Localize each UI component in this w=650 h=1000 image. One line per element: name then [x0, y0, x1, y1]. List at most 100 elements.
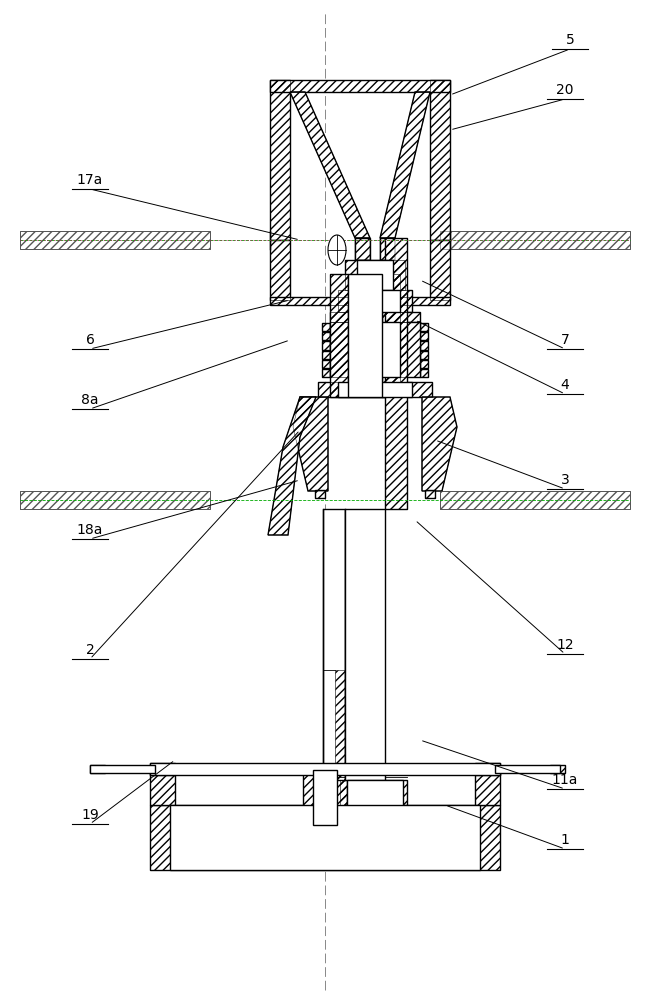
Bar — [20, 231, 210, 249]
Bar — [90, 765, 105, 773]
Polygon shape — [293, 397, 328, 491]
Bar — [322, 369, 330, 377]
Bar — [322, 332, 330, 340]
Bar — [322, 341, 330, 350]
Bar — [338, 382, 412, 397]
Bar — [340, 780, 407, 810]
Bar — [270, 240, 290, 300]
Text: 11a: 11a — [552, 773, 578, 787]
Bar — [550, 765, 565, 773]
Bar — [322, 323, 330, 331]
Bar — [90, 765, 105, 773]
Bar — [150, 765, 175, 805]
Bar — [270, 80, 290, 240]
Bar — [322, 360, 330, 368]
Bar — [420, 369, 428, 377]
Text: 18a: 18a — [77, 523, 103, 537]
Bar — [335, 670, 345, 780]
Bar — [382, 274, 400, 397]
Text: 7: 7 — [560, 333, 569, 347]
Bar — [420, 341, 428, 350]
Bar — [357, 260, 393, 290]
Bar — [430, 80, 450, 240]
Bar — [440, 491, 630, 509]
Bar — [345, 260, 405, 290]
Bar — [385, 238, 407, 509]
Bar — [350, 290, 400, 312]
Bar — [440, 491, 630, 509]
Text: 8a: 8a — [81, 393, 99, 407]
Bar — [323, 509, 345, 780]
Bar — [382, 274, 400, 397]
Text: 3: 3 — [560, 473, 569, 487]
Bar — [150, 805, 500, 870]
Bar — [330, 312, 420, 322]
Text: 1: 1 — [560, 833, 569, 847]
Bar — [420, 360, 428, 368]
Bar — [322, 351, 330, 359]
Polygon shape — [380, 238, 395, 260]
Text: 2: 2 — [86, 643, 94, 657]
Bar — [550, 765, 565, 773]
Bar — [322, 323, 330, 331]
Bar — [20, 491, 210, 509]
Bar — [270, 297, 450, 305]
Bar — [322, 351, 330, 359]
Bar — [495, 765, 560, 773]
Bar — [150, 805, 500, 870]
Bar — [340, 780, 407, 810]
Bar — [420, 332, 428, 340]
Bar — [330, 322, 420, 377]
Bar — [330, 312, 420, 322]
Bar — [420, 360, 428, 368]
Bar — [330, 274, 348, 397]
Bar — [475, 763, 500, 775]
Polygon shape — [355, 238, 370, 260]
Bar — [430, 240, 450, 300]
Bar — [475, 765, 500, 805]
Bar — [150, 763, 175, 775]
Bar — [322, 360, 330, 368]
Bar — [150, 763, 500, 775]
Bar — [420, 341, 428, 350]
Bar — [270, 297, 450, 305]
Bar — [338, 290, 412, 312]
Bar — [425, 490, 435, 498]
Text: 5: 5 — [566, 33, 575, 47]
Bar — [425, 490, 435, 498]
Bar — [440, 231, 630, 249]
Polygon shape — [290, 92, 370, 238]
Bar — [335, 670, 345, 780]
Text: 6: 6 — [86, 333, 94, 347]
Text: 20: 20 — [556, 83, 574, 97]
Bar — [20, 231, 210, 249]
Bar — [318, 382, 432, 397]
Bar — [430, 240, 450, 300]
Bar — [170, 805, 480, 870]
Bar — [420, 351, 428, 359]
Bar — [90, 765, 155, 773]
Text: 4: 4 — [560, 378, 569, 392]
Bar — [315, 490, 325, 498]
Bar — [345, 509, 385, 780]
Bar — [322, 341, 330, 350]
Bar — [313, 770, 337, 825]
Polygon shape — [268, 397, 316, 535]
Bar — [420, 323, 428, 331]
Bar — [20, 491, 210, 509]
Bar — [150, 765, 175, 805]
Bar — [420, 332, 428, 340]
Bar — [420, 351, 428, 359]
Bar — [270, 80, 450, 92]
Ellipse shape — [328, 235, 346, 265]
Bar — [270, 80, 450, 92]
Bar — [440, 231, 630, 249]
Bar — [318, 382, 432, 397]
Bar — [270, 240, 290, 300]
Bar — [150, 763, 175, 775]
Bar — [330, 274, 348, 397]
Bar — [420, 323, 428, 331]
Bar — [270, 80, 290, 240]
Bar — [348, 274, 382, 397]
Bar — [420, 369, 428, 377]
